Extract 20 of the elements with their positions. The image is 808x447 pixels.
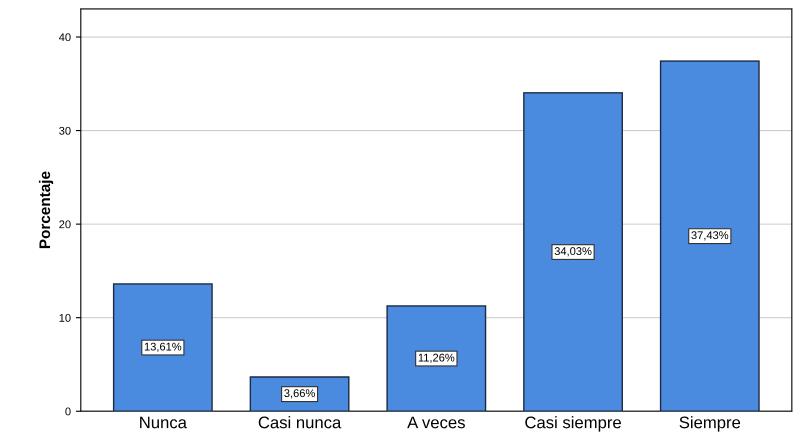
x-tick-label: Casi siempre [525,416,621,432]
data-label: 37,43% [691,231,728,240]
data-label: 34,03% [554,247,592,256]
y-axis-title: Porcentaje [38,172,54,248]
bar [386,305,486,412]
y-tick-label: 20 [59,220,71,228]
data-label: 11,26% [418,354,454,363]
x-tick-label: Siempre [680,416,740,432]
y-tick-label: 30 [59,126,71,135]
y-tick-label: 0 [65,408,71,416]
x-tick-label: A veces [407,416,465,428]
y-tick-label: 10 [60,314,71,322]
data-label: 3,66% [284,389,315,398]
bar [112,283,213,412]
x-tick-label: Nunca [140,416,187,428]
bar [660,60,760,412]
bar [523,92,623,412]
y-tick-label: 40 [58,33,71,42]
data-label: 13,61% [144,342,182,352]
x-tick-label: Casi nunca [258,416,342,428]
